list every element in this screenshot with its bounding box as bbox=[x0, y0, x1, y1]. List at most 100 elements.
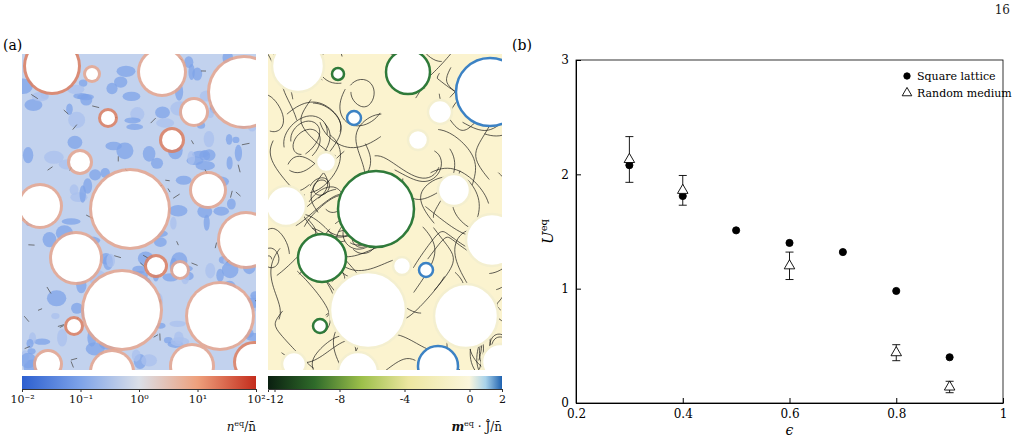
density-blotch bbox=[34, 339, 50, 345]
obstacle-halo bbox=[67, 149, 93, 175]
colorbar-tick-mark bbox=[275, 389, 276, 392]
y-tick-label: 0 bbox=[561, 396, 569, 410]
y-tick-mark bbox=[576, 60, 581, 61]
colorbar-axis: -12-8-402 bbox=[266, 389, 506, 406]
obstacle bbox=[347, 111, 361, 125]
streamline bbox=[301, 99, 336, 156]
obstacle-halo bbox=[98, 108, 118, 128]
obstacle bbox=[92, 171, 168, 247]
colorbar-tick: 10⁻¹ bbox=[69, 389, 93, 406]
obstacle bbox=[428, 100, 452, 124]
streamline bbox=[284, 116, 328, 148]
y-axis: 0123 bbox=[561, 53, 581, 410]
obstacle-halo bbox=[23, 54, 81, 95]
polarization-arrow bbox=[238, 165, 240, 173]
streamline bbox=[310, 178, 329, 195]
obstacle-halo bbox=[83, 65, 101, 83]
legend-label: Random medium bbox=[917, 87, 1012, 100]
streamline bbox=[434, 228, 454, 291]
density-blotch bbox=[213, 207, 229, 216]
obstacle bbox=[418, 346, 458, 370]
density-blotch bbox=[141, 354, 157, 366]
polarization-arrow bbox=[165, 180, 169, 182]
data-marks bbox=[624, 137, 955, 393]
x-tick: 0.6 bbox=[780, 398, 799, 421]
colorbar-axis-line bbox=[269, 390, 503, 393]
polarization-arrow bbox=[230, 191, 232, 198]
data-point bbox=[893, 287, 900, 294]
x-tick-mark bbox=[1003, 398, 1004, 403]
colorbar-tick: 0 bbox=[467, 389, 474, 406]
x-tick-label: 0.4 bbox=[674, 407, 693, 421]
colorbar-tick-mark bbox=[198, 389, 199, 392]
density-blotch bbox=[174, 331, 184, 344]
obstacle bbox=[408, 130, 428, 150]
data-point bbox=[677, 184, 688, 193]
page-number: 16 bbox=[995, 3, 1010, 17]
label-superscript: eq bbox=[234, 419, 244, 428]
colorbar-tick-mark bbox=[22, 389, 23, 392]
label-superscript: eq bbox=[464, 419, 474, 428]
obstacle bbox=[438, 174, 470, 206]
density-blotch bbox=[250, 291, 256, 299]
density-blotch bbox=[57, 329, 67, 346]
obstacle bbox=[236, 344, 256, 370]
polarization-arrow bbox=[215, 243, 216, 249]
obstacle-halo bbox=[22, 183, 63, 229]
colorbar bbox=[268, 376, 502, 389]
y-tick: 0 bbox=[561, 396, 581, 410]
y-tick-label: 3 bbox=[561, 53, 569, 67]
polarization-arrow bbox=[191, 140, 193, 144]
polarization-arrow bbox=[47, 287, 51, 294]
colorbar-tick-label: -8 bbox=[335, 393, 346, 406]
label-base: n bbox=[227, 420, 235, 434]
colorbar-tick: -12 bbox=[266, 389, 284, 406]
error-bar-cap bbox=[679, 205, 687, 206]
y-axis-title: Ueq bbox=[538, 218, 557, 244]
polarization-arrow bbox=[236, 192, 241, 196]
colorbar-tick-mark bbox=[405, 389, 406, 392]
polarization-arrow bbox=[71, 361, 73, 367]
streamline bbox=[320, 122, 381, 147]
density-field bbox=[22, 54, 256, 370]
density-blotch bbox=[89, 169, 101, 180]
data-point bbox=[946, 354, 953, 361]
obstacle-halo bbox=[81, 269, 163, 351]
density-blotch bbox=[62, 218, 81, 225]
obstacle-halo bbox=[49, 231, 103, 285]
colorbar-tick: 2 bbox=[499, 389, 506, 406]
density-blotch bbox=[47, 290, 66, 306]
x-tick-mark bbox=[896, 398, 897, 403]
x-tick: 0.8 bbox=[887, 398, 906, 421]
streamline bbox=[310, 135, 340, 193]
streamline bbox=[268, 228, 289, 260]
obstacle-halo bbox=[217, 211, 256, 269]
obstacle bbox=[268, 186, 306, 226]
density-blotch bbox=[106, 254, 115, 268]
label-rest: /n̄ bbox=[244, 420, 256, 434]
obstacle-halo bbox=[233, 341, 256, 370]
obstacle bbox=[330, 272, 406, 348]
colorbar-axis-line bbox=[23, 390, 257, 393]
obstacle-halo bbox=[169, 343, 215, 370]
x-tick-label: 1 bbox=[1000, 407, 1008, 421]
data-point bbox=[839, 249, 846, 256]
error-bar-cap bbox=[892, 344, 900, 345]
obstacle bbox=[162, 130, 182, 150]
x-axis: 0.20.40.60.81 bbox=[567, 398, 1007, 421]
error-bar-cap bbox=[679, 175, 687, 176]
density-blotch bbox=[114, 76, 127, 87]
legend-marker bbox=[904, 73, 910, 79]
polarization-arrow bbox=[60, 326, 64, 328]
data-point bbox=[786, 239, 793, 246]
obstacle bbox=[419, 263, 433, 277]
density-blotch bbox=[232, 137, 239, 143]
streamline bbox=[270, 141, 309, 191]
obstacle bbox=[466, 214, 502, 266]
obstacle-halo bbox=[144, 254, 168, 278]
obstacle bbox=[338, 171, 414, 247]
plot-frame bbox=[576, 60, 1003, 403]
panel-label: (b) bbox=[512, 37, 532, 53]
density-blotch bbox=[235, 145, 242, 162]
colorbar-tick: 10¹ bbox=[189, 389, 207, 406]
